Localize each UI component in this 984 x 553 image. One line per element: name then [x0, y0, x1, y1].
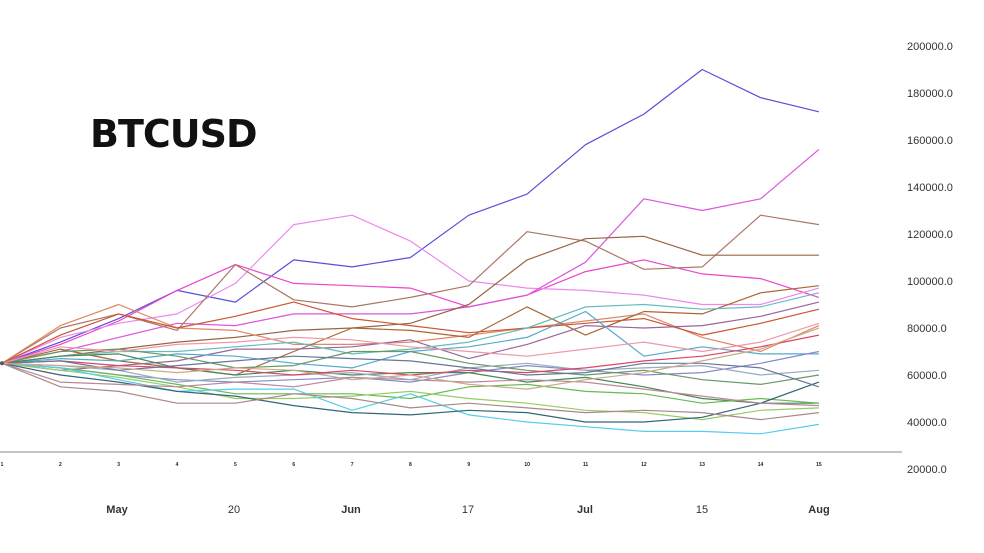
x-step-label: 12 [641, 462, 647, 468]
x-step-label: 5 [234, 462, 237, 468]
x-step-label: 4 [176, 462, 179, 468]
series-line-1 [1, 68, 820, 364]
y-tick-label: 120000.0 [907, 229, 953, 241]
series-line-16 [1, 362, 819, 404]
y-tick-label: 140000.0 [907, 182, 953, 194]
y-tick-label: 200000.0 [907, 41, 953, 53]
x-step-label: 1 [1, 462, 4, 468]
series-line-21 [1, 362, 819, 421]
x-step-label: 11 [583, 462, 589, 468]
series-line-10 [1, 301, 820, 371]
x-step-label: 13 [699, 462, 705, 468]
y-tick-label: 20000.0 [907, 464, 947, 476]
x-date-label: Aug [808, 504, 829, 516]
series-line-13 [1, 350, 820, 383]
x-step-label: 14 [758, 462, 764, 468]
y-tick-label: 180000.0 [907, 88, 953, 100]
series-line-26 [1, 327, 820, 390]
series-line-3 [1, 214, 820, 364]
series-start-point [0, 361, 4, 366]
series-line-15 [1, 353, 819, 404]
x-step-label: 7 [351, 462, 354, 468]
series-line-4 [1, 148, 820, 364]
x-step-label: 9 [467, 462, 470, 468]
series-line-5 [1, 214, 819, 364]
x-step-label: 10 [524, 462, 530, 468]
series-line-2 [1, 259, 820, 364]
series-lines [0, 68, 820, 435]
x-date-label: 17 [462, 504, 474, 516]
series-line-9 [1, 285, 819, 376]
x-date-label: 15 [696, 504, 708, 516]
x-date-label: May [106, 504, 128, 516]
y-tick-label: 40000.0 [907, 417, 947, 429]
series-line-17 [1, 362, 819, 421]
series-line-6 [1, 235, 819, 364]
series-line-8 [1, 301, 820, 364]
series-line-22 [1, 362, 819, 383]
series-line-24 [1, 322, 820, 364]
y-axis-tick-labels: 200000.0 180000.0 160000.0 140000.0 120000.0… [907, 41, 953, 476]
x-axis-date-labels: May 20 Jun 17 Jul 15 Aug [106, 504, 829, 516]
series-line-25 [1, 355, 820, 388]
x-axis-step-labels: 1 2 3 4 5 6 7 8 9 10 11 12 13 14 15 [1, 462, 822, 468]
series-line-14 [1, 348, 819, 385]
series-line-18 [1, 362, 819, 435]
x-date-label: Jul [577, 504, 593, 516]
x-step-label: 15 [816, 462, 822, 468]
chart-title: BTCUSD [90, 112, 258, 156]
x-date-label: 20 [228, 504, 240, 516]
x-step-label: 3 [117, 462, 120, 468]
y-tick-label: 60000.0 [907, 370, 947, 382]
x-step-label: 2 [59, 462, 62, 468]
x-step-label: 6 [292, 462, 295, 468]
y-tick-label: 100000.0 [907, 276, 953, 288]
x-step-label: 8 [409, 462, 412, 468]
y-tick-label: 80000.0 [907, 323, 947, 335]
y-tick-label: 160000.0 [907, 135, 953, 147]
x-date-label: Jun [341, 504, 361, 516]
